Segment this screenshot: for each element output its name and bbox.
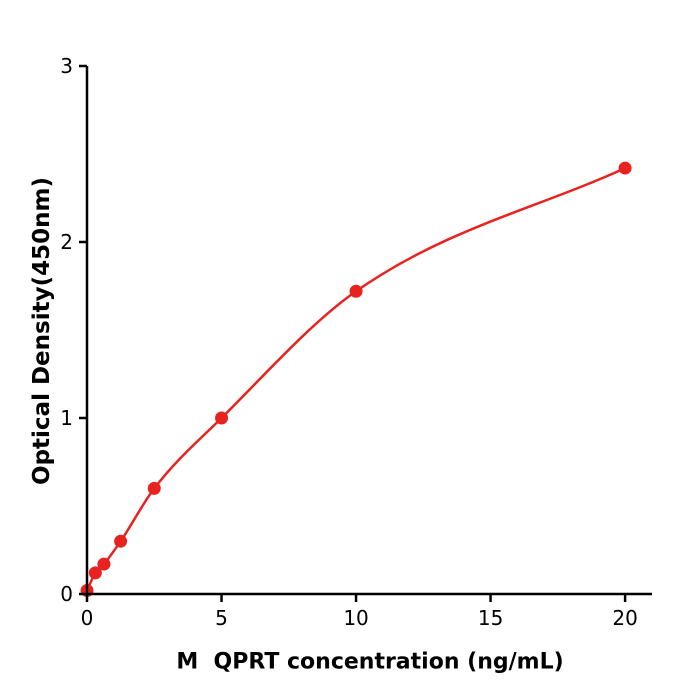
x-axis-label: M QPRT concentration (ng/mL)	[176, 649, 564, 675]
data-point	[114, 534, 128, 548]
data-point	[97, 557, 111, 571]
y-tick-label: 0	[60, 582, 73, 606]
data-point	[147, 481, 161, 495]
y-tick-label: 2	[60, 230, 73, 254]
data-point	[215, 411, 229, 425]
x-tick-label: 10	[343, 606, 368, 630]
y-axis-label: Optical Density(450nm)	[29, 177, 55, 485]
fitted-curve	[85, 166, 626, 592]
x-tick-label: 0	[81, 606, 94, 630]
y-tick-label: 3	[60, 54, 73, 78]
y-tick-label: 1	[60, 406, 73, 430]
x-tick-label: 15	[478, 606, 503, 630]
data-point	[349, 284, 363, 298]
data-point	[618, 161, 632, 175]
x-tick-label: 5	[215, 606, 228, 630]
data-point	[88, 566, 102, 580]
x-tick-label: 20	[612, 606, 637, 630]
